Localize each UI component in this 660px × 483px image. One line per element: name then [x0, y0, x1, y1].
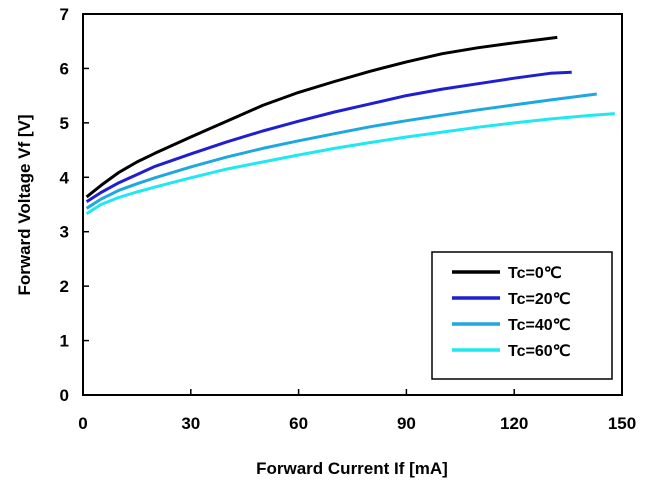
- legend-label-2: Tc=40℃: [508, 317, 571, 334]
- x-tick-label: 150: [608, 414, 636, 433]
- x-tick-label: 0: [78, 414, 87, 433]
- x-tick-label: 120: [500, 414, 528, 433]
- x-axis-ticks: 0 30 60 90 120 150: [78, 389, 636, 433]
- legend-label-3: Tc=60℃: [508, 343, 571, 360]
- x-tick-label: 90: [397, 414, 416, 433]
- y-tick-label: 0: [60, 386, 69, 405]
- series-line-2: [85, 92, 597, 210]
- x-axis-title: Forward Current If [mA]: [256, 459, 448, 478]
- legend: Tc=0℃ Tc=20℃ Tc=40℃ Tc=60℃: [431, 251, 613, 380]
- y-tick-label: 1: [60, 332, 69, 351]
- legend-label-1: Tc=20℃: [508, 291, 571, 308]
- x-tick-label: 60: [289, 414, 308, 433]
- y-tick-label: 5: [60, 114, 69, 133]
- series-layer: [85, 35, 615, 216]
- y-axis-ticks: 0 1 2 3 4 5 6 7: [60, 5, 89, 405]
- series-line-0: [85, 35, 558, 199]
- y-tick-label: 6: [60, 59, 69, 78]
- y-tick-label: 3: [60, 223, 69, 242]
- y-tick-label: 4: [60, 168, 70, 187]
- y-tick-label: 7: [60, 5, 69, 24]
- plot-frame: [82, 13, 623, 396]
- legend-label-0: Tc=0℃: [508, 265, 562, 282]
- series-line-3: [85, 112, 615, 216]
- x-tick-label: 30: [181, 414, 200, 433]
- y-axis-title: Forward Voltage Vf [V]: [15, 114, 34, 295]
- plot-frame-layer: [82, 13, 623, 396]
- y-tick-label: 2: [60, 277, 69, 296]
- series-line-1: [85, 70, 572, 204]
